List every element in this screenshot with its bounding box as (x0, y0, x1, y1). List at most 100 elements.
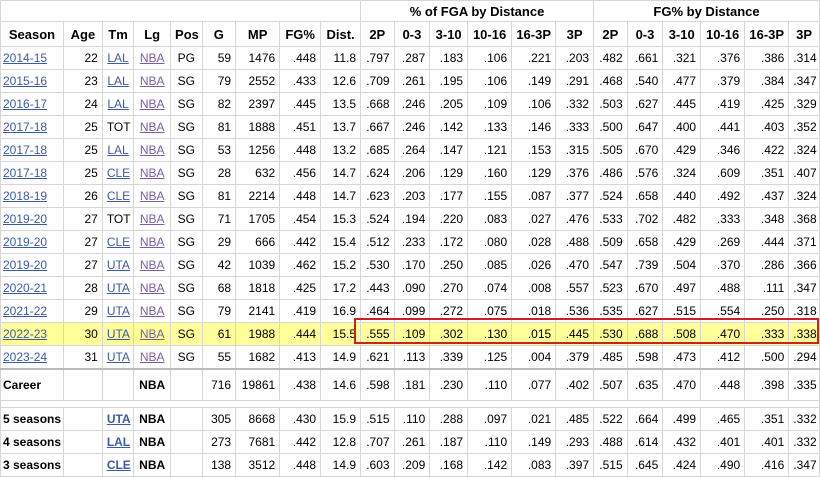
season-link[interactable]: 2019-20 (3, 258, 48, 272)
team-link[interactable]: LAL (107, 74, 129, 88)
team-link[interactable]: CLE (106, 189, 131, 203)
position-cell: SG (170, 276, 203, 300)
column-header-league[interactable]: Lg (133, 21, 172, 47)
league-link[interactable]: NBA (139, 143, 165, 157)
column-header-fg-pct[interactable]: FG% (279, 21, 322, 47)
column-header-fgpct-2p[interactable]: 2P (593, 21, 628, 47)
fgpct-2p-cell: .488 (593, 430, 628, 454)
fgpct-16-3p-cell: .398 (744, 368, 790, 401)
season-link[interactable]: 2019-20 (3, 212, 48, 226)
column-header-fgpct-3p[interactable]: 3P (788, 21, 820, 47)
games-cell: 29 (201, 230, 237, 254)
fgpct-3p-cell: .371 (788, 230, 820, 254)
fgpct-3p-cell: .294 (788, 345, 820, 370)
league-link[interactable]: NBA (139, 97, 165, 111)
fga-0-3-cell: .181 (393, 368, 431, 401)
team-link[interactable]: UTA (106, 350, 130, 364)
position-cell: SG (170, 184, 203, 208)
season-link[interactable]: 2014-15 (3, 51, 48, 65)
age-cell: 29 (62, 299, 103, 323)
season-link[interactable]: 2017-18 (3, 120, 48, 134)
summary-row: 3 seasons CLE NBA 138 3512.448 14.9.603.209.1… (0, 453, 820, 477)
column-header-position[interactable]: Pos (170, 21, 203, 47)
fga-10-16-cell: .110 (467, 430, 513, 454)
team-link[interactable]: LAL (107, 51, 129, 65)
league-link[interactable]: NBA (139, 212, 165, 226)
fgpct-2p-cell: .482 (593, 46, 628, 70)
fga-16-3p-cell: .028 (511, 230, 557, 254)
season-link[interactable]: 2016-17 (3, 97, 48, 111)
team-cell: LAL (101, 138, 135, 162)
team-link[interactable]: LAL (106, 435, 131, 449)
league-link[interactable]: NBA (139, 189, 165, 203)
team-link[interactable]: UTA (106, 258, 130, 272)
team-link[interactable]: LAL (107, 143, 129, 157)
team-link[interactable]: UTA (106, 304, 130, 318)
column-header-avg-distance[interactable]: Dist. (320, 21, 361, 47)
column-header-fga-3p[interactable]: 3P (555, 21, 595, 47)
fgpct-3p-cell: .347 (788, 453, 820, 477)
age-cell (62, 407, 103, 431)
season-link[interactable]: 2017-18 (3, 143, 48, 157)
league-link[interactable]: NBA (139, 350, 165, 364)
team-link[interactable]: CLE (106, 235, 131, 249)
column-header-fga-2p[interactable]: 2P (360, 21, 395, 47)
summary-row: Career NBA 716 19861.438 14.6.598.181.230.11… (0, 368, 820, 401)
column-header-age[interactable]: Age (62, 21, 103, 47)
team-link[interactable]: UTA (106, 412, 131, 426)
league-link[interactable]: NBA (139, 258, 165, 272)
column-header-fgpct-16-3p[interactable]: 16-3P (744, 21, 790, 47)
season-link[interactable]: 2019-20 (3, 235, 48, 249)
team-link[interactable]: UTA (106, 327, 130, 341)
season-link[interactable]: 2021-22 (3, 304, 48, 318)
team-cell: LAL (101, 430, 135, 454)
fg-pct-cell: .448 (279, 46, 322, 70)
minutes-cell: 2141 (235, 299, 281, 323)
fga-10-16-cell: .130 (467, 322, 513, 346)
season-link[interactable]: 2017-18 (3, 166, 48, 180)
column-header-season[interactable]: Season (0, 21, 64, 47)
column-header-fgpct-0-3[interactable]: 0-3 (626, 21, 664, 47)
season-link[interactable]: 2022-23 (3, 327, 48, 341)
fga-3-10-cell: .288 (429, 407, 469, 431)
league-link[interactable]: NBA (139, 304, 165, 318)
fga-2p-cell: .668 (360, 92, 395, 116)
column-header-games[interactable]: G (201, 21, 237, 47)
league-link[interactable]: NBA (139, 327, 165, 341)
league-link[interactable]: NBA (139, 120, 165, 134)
team-link[interactable]: CLE (106, 166, 131, 180)
team-link[interactable]: UTA (106, 281, 130, 295)
position-cell: SG (170, 299, 203, 323)
column-header-fga-16-3p[interactable]: 16-3P (511, 21, 557, 47)
team-link[interactable]: CLE (106, 458, 131, 472)
minutes-cell: 2552 (235, 69, 281, 93)
league-link[interactable]: NBA (139, 166, 165, 180)
column-header-fgpct-3-10[interactable]: 3-10 (662, 21, 702, 47)
season-link[interactable]: 2018-19 (3, 189, 48, 203)
league-link[interactable]: NBA (139, 51, 165, 65)
season-link[interactable]: 2020-21 (3, 281, 48, 295)
fga-0-3-cell: .109 (393, 322, 431, 346)
fgpct-2p-cell: .485 (593, 345, 628, 370)
fgpct-2p-cell: .509 (593, 230, 628, 254)
team-link[interactable]: LAL (107, 97, 129, 111)
games-cell: 79 (201, 69, 237, 93)
column-header-fgpct-10-16[interactable]: 10-16 (700, 21, 746, 47)
fg-pct-cell: .454 (279, 207, 322, 231)
season-link[interactable]: 2015-16 (3, 74, 48, 88)
fgpct-16-3p-cell: .286 (744, 253, 790, 277)
column-header-fga-3-10[interactable]: 3-10 (429, 21, 469, 47)
column-header-minutes[interactable]: MP (235, 21, 281, 47)
minutes-cell: 8668 (235, 407, 281, 431)
column-header-fga-0-3[interactable]: 0-3 (393, 21, 431, 47)
season-link[interactable]: 2023-24 (3, 350, 48, 364)
column-header-team[interactable]: Tm (101, 21, 135, 47)
league-link[interactable]: NBA (139, 235, 165, 249)
avg-distance-cell: 15.4 (320, 230, 361, 254)
column-header-fga-10-16[interactable]: 10-16 (467, 21, 513, 47)
fga-3p-cell: .485 (555, 407, 595, 431)
fgpct-10-16-cell: .609 (700, 161, 746, 185)
fgpct-0-3-cell: .661 (626, 46, 664, 70)
league-link[interactable]: NBA (139, 74, 165, 88)
league-link[interactable]: NBA (139, 281, 165, 295)
